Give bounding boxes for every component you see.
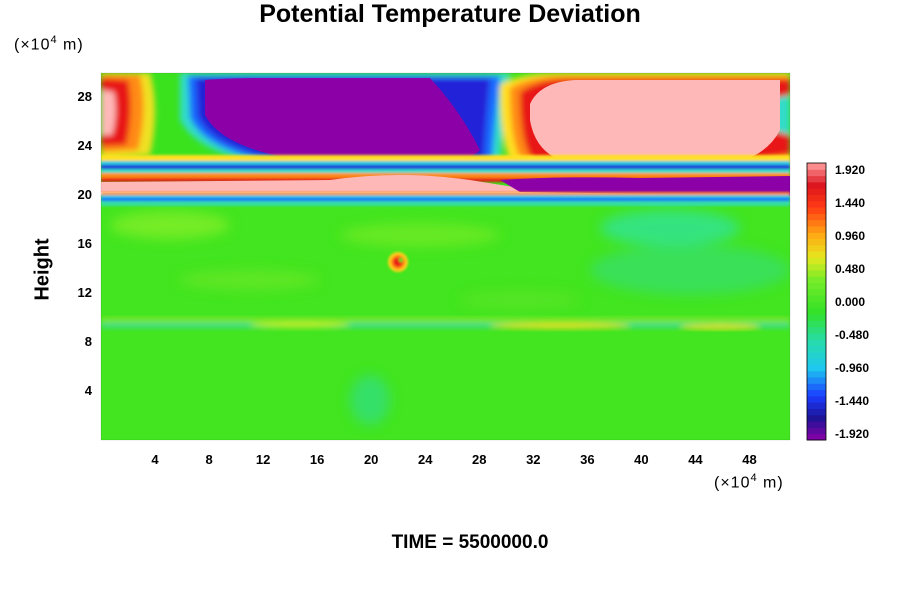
x-tick-label: 48 — [742, 452, 757, 467]
colorbar-tick-label: 1.440 — [835, 196, 866, 210]
colorbar-step — [807, 320, 826, 328]
colorbar-step — [807, 345, 826, 353]
colorbar-step — [807, 163, 826, 170]
x-tick-label: 40 — [634, 452, 649, 467]
colorbar-step — [807, 225, 826, 233]
colorbar-step — [807, 282, 826, 290]
colorbar-tick-label: -1.440 — [835, 394, 870, 408]
y-tick-label: 4 — [84, 383, 92, 399]
colorbar-step — [807, 200, 826, 208]
colorbar-step — [807, 377, 826, 384]
colorbar — [806, 162, 827, 441]
x-tick-label: 12 — [255, 452, 271, 467]
x-tick-label: 36 — [580, 452, 595, 467]
x-tick-label: 20 — [363, 452, 379, 467]
colorbar-tick-label: 0.000 — [835, 295, 866, 309]
colorbar-step — [807, 339, 826, 347]
colorbar-step — [807, 427, 826, 435]
colorbar-step — [807, 194, 826, 202]
colorbar-step — [807, 326, 826, 334]
colorbar-step — [807, 389, 826, 397]
colorbar-step — [807, 263, 826, 271]
colorbar-step — [807, 207, 826, 214]
y-axis-unit: (×104 m) — [14, 34, 84, 54]
y-tick-label: 12 — [77, 285, 92, 301]
colorbar-step — [807, 383, 826, 391]
x-tick-label: 44 — [688, 452, 703, 467]
colorbar-step — [807, 257, 826, 265]
colorbar-step — [807, 288, 826, 296]
colorbar-step — [807, 351, 826, 359]
x-tick-label: 32 — [526, 452, 541, 467]
colorbar-step — [807, 219, 826, 227]
colorbar-step — [807, 301, 826, 309]
colorbar-step — [807, 181, 826, 189]
y-tick-label: 8 — [84, 334, 92, 350]
colorbar-step — [807, 169, 826, 177]
colorbar-tick-label: 0.960 — [835, 229, 866, 243]
colorbar-step — [807, 175, 826, 183]
colorbar-step — [807, 270, 826, 277]
y-tick-label: 28 — [77, 89, 92, 105]
colorbar-step — [807, 295, 826, 302]
colorbar-step — [807, 421, 826, 428]
colorbar-step — [807, 213, 826, 221]
colorbar-step — [807, 244, 826, 252]
y-tick-label: 16 — [77, 236, 92, 252]
x-tick-label: 8 — [205, 452, 213, 467]
colorbar-tick-label: 1.920 — [835, 163, 866, 177]
colorbar-step — [807, 332, 826, 340]
x-tick-label: 16 — [309, 452, 325, 467]
time-label: TIME = 5500000.0 — [391, 532, 549, 553]
colorbar-step — [807, 307, 826, 315]
colorbar-step — [807, 314, 826, 321]
colorbar-step — [807, 188, 826, 195]
colorbar-frame — [806, 162, 827, 441]
colorbar-step — [807, 276, 826, 284]
chart-title: Potential Temperature Deviation — [259, 0, 641, 28]
x-tick-label: 4 — [151, 452, 159, 467]
x-axis-unit: (×104 m) — [714, 472, 784, 492]
colorbar-step — [807, 402, 826, 410]
colorbar-step — [807, 414, 826, 422]
colorbar-step — [807, 408, 826, 416]
colorbar-step — [807, 232, 826, 240]
x-tick-label: 24 — [418, 452, 433, 467]
colorbar-step — [807, 251, 826, 258]
colorbar-step — [807, 433, 826, 441]
y-tick-label: 20 — [77, 187, 92, 203]
colorbar-tick-label: 0.480 — [835, 262, 866, 276]
colorbar-step — [807, 364, 826, 372]
colorbar-step — [807, 358, 826, 365]
colorbar-tick-label: -0.960 — [835, 361, 870, 375]
colorbar-tick-label: -1.920 — [835, 427, 870, 441]
y-tick-label: 24 — [77, 138, 92, 154]
heatmap-field — [101, 73, 790, 440]
x-tick-label: 28 — [472, 452, 487, 467]
colorbar-tick-label: -0.480 — [835, 328, 870, 342]
colorbar-step — [807, 370, 826, 378]
colorbar-step — [807, 238, 826, 246]
colorbar-step — [807, 395, 826, 403]
